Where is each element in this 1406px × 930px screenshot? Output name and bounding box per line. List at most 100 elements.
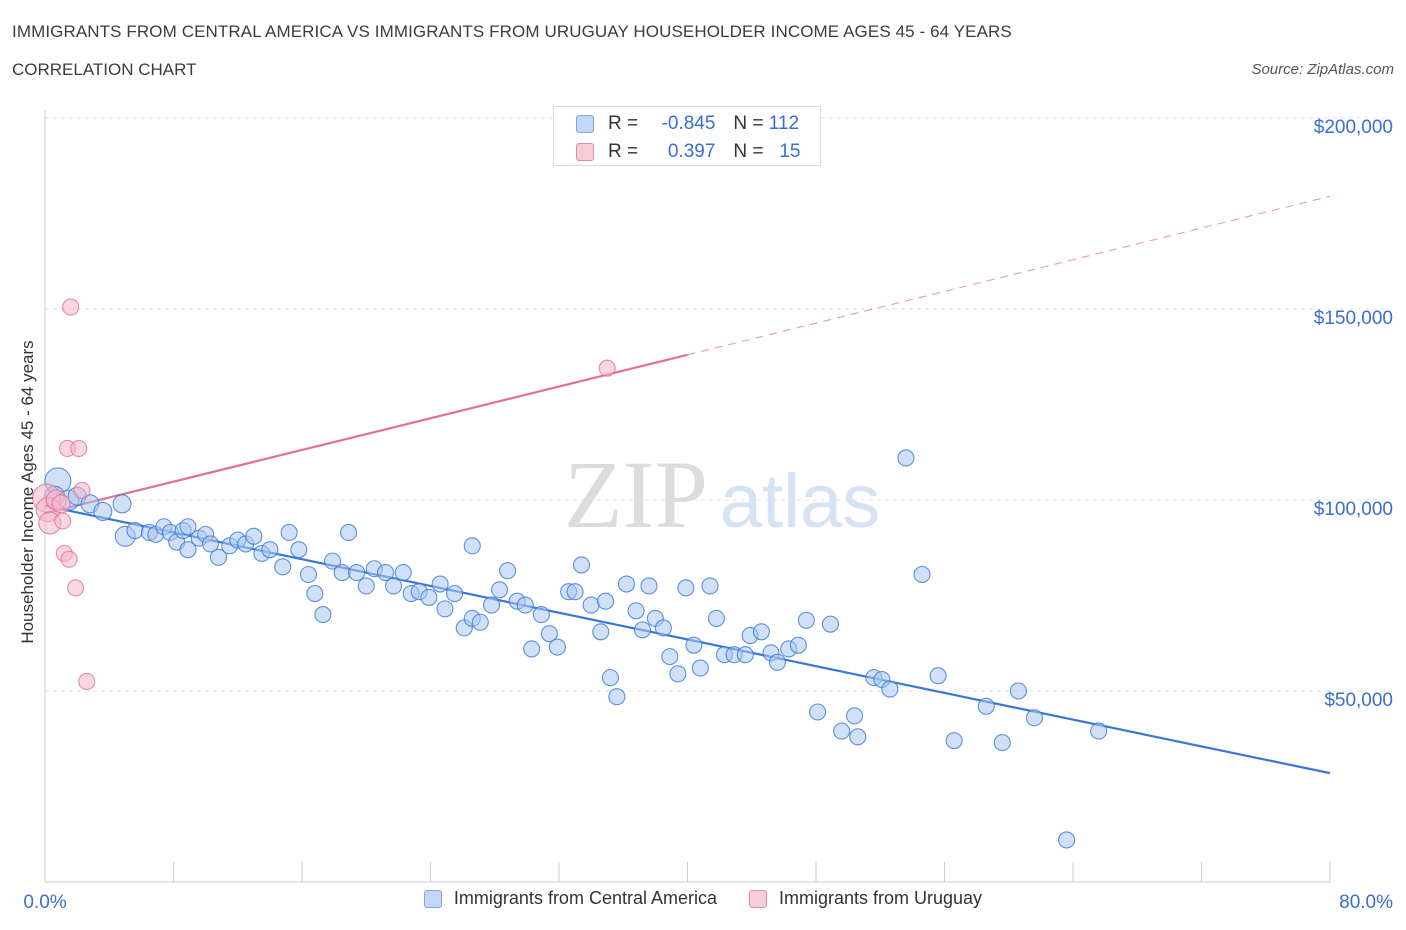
point-central-america <box>179 541 197 559</box>
point-central-america <box>654 619 672 637</box>
point-uruguay <box>54 512 72 530</box>
watermark-atlas: atlas <box>720 459 881 544</box>
point-central-america <box>669 665 687 683</box>
x-tick-labels: 0.0% 80.0% <box>23 892 1393 913</box>
point-central-america <box>348 564 366 582</box>
point-central-america <box>809 703 827 721</box>
point-central-america <box>280 523 298 542</box>
point-central-america <box>112 494 132 514</box>
point-uruguay <box>78 672 96 691</box>
trend-line-uruguay <box>44 353 688 515</box>
point-central-america <box>566 583 584 601</box>
point-central-america <box>608 688 626 706</box>
y-tick-label: $100,000 <box>1314 499 1393 520</box>
point-central-america <box>333 564 351 582</box>
point-uruguay <box>51 494 71 514</box>
point-central-america <box>446 585 464 603</box>
blue-swatch-icon <box>423 889 442 908</box>
point-central-america <box>306 585 324 603</box>
point-central-america <box>93 501 113 522</box>
point-central-america <box>685 636 703 654</box>
point-central-america <box>833 722 851 740</box>
y-tick-label: $150,000 <box>1314 308 1393 329</box>
series-legend: Immigrants from Central America Immigran… <box>0 888 1406 909</box>
data-points <box>32 298 1108 849</box>
point-central-america <box>523 640 541 658</box>
r-value: 0.397 <box>667 141 716 162</box>
point-central-america <box>677 579 695 597</box>
point-central-america <box>897 449 915 467</box>
point-central-america <box>1025 709 1043 727</box>
r-label: R = <box>608 113 639 134</box>
point-central-america <box>661 648 679 666</box>
point-central-america <box>752 623 770 641</box>
point-central-america <box>340 523 358 542</box>
chart-title: IMMIGRANTS FROM CENTRAL AMERICA VS IMMIG… <box>12 22 1012 41</box>
point-central-america <box>516 596 534 614</box>
legend-item-uruguay[interactable]: Immigrants from Uruguay <box>749 888 982 909</box>
point-central-america <box>491 581 509 599</box>
point-central-america <box>617 575 636 593</box>
n-value: 112 <box>768 113 800 134</box>
point-uruguay <box>73 481 91 500</box>
point-central-america <box>597 592 615 610</box>
x-tick-label: 80.0% <box>1339 892 1393 913</box>
point-central-america <box>532 606 550 624</box>
point-central-america <box>201 535 219 553</box>
point-central-america <box>640 577 658 595</box>
point-central-america <box>789 636 807 654</box>
point-central-america <box>929 667 947 685</box>
point-uruguay <box>60 550 78 568</box>
point-central-america <box>736 646 754 664</box>
r-label: R = <box>608 141 639 162</box>
point-central-america <box>797 611 815 629</box>
point-central-america <box>849 728 867 746</box>
point-central-america <box>1058 831 1076 849</box>
point-central-america <box>627 602 645 620</box>
watermark-zip: ZIP <box>564 441 708 548</box>
legend-item-central-america[interactable]: Immigrants from Central America <box>423 888 717 909</box>
point-central-america <box>431 575 449 593</box>
point-central-america <box>701 577 719 595</box>
legend-label: Immigrants from Uruguay <box>779 888 983 908</box>
y-tick-label: $200,000 <box>1314 117 1393 138</box>
point-central-america <box>314 606 332 624</box>
point-central-america <box>601 669 619 687</box>
point-central-america <box>993 734 1011 752</box>
stats-legend: R = -0.845 N = 112 R = 0.397 N = 15 <box>553 106 821 166</box>
stats-row-central-america: R = -0.845 N = 112 <box>576 112 799 136</box>
y-tick-label: $50,000 <box>1324 690 1393 711</box>
point-central-america <box>126 522 144 540</box>
point-uruguay <box>598 359 616 377</box>
point-central-america <box>376 564 395 582</box>
point-central-america <box>633 621 652 639</box>
point-central-america <box>261 541 279 559</box>
point-central-america <box>394 564 412 582</box>
point-central-america <box>420 588 438 606</box>
point-central-america <box>845 707 864 725</box>
point-central-america <box>482 596 501 614</box>
point-central-america <box>768 653 787 671</box>
point-central-america <box>385 577 403 595</box>
point-central-america <box>209 548 228 566</box>
point-central-america <box>691 659 709 677</box>
point-central-america <box>977 697 995 715</box>
point-central-america <box>945 732 963 750</box>
point-central-america <box>572 556 591 574</box>
point-central-america <box>245 527 263 545</box>
point-central-america <box>290 541 308 559</box>
point-central-america <box>274 558 292 576</box>
chart-subtitle: CORRELATION CHART <box>12 60 197 79</box>
pink-swatch-icon <box>749 889 767 908</box>
n-label: N = <box>733 141 764 162</box>
x-tick-label: 0.0% <box>23 892 66 913</box>
point-central-america <box>707 609 725 627</box>
point-central-america <box>436 600 454 618</box>
point-central-america <box>881 680 899 698</box>
grid-lines <box>45 117 1390 692</box>
point-central-america <box>592 623 610 641</box>
r-value: -0.845 <box>661 113 716 134</box>
point-central-america <box>913 565 931 584</box>
point-uruguay <box>70 439 88 457</box>
point-central-america <box>1090 722 1108 740</box>
